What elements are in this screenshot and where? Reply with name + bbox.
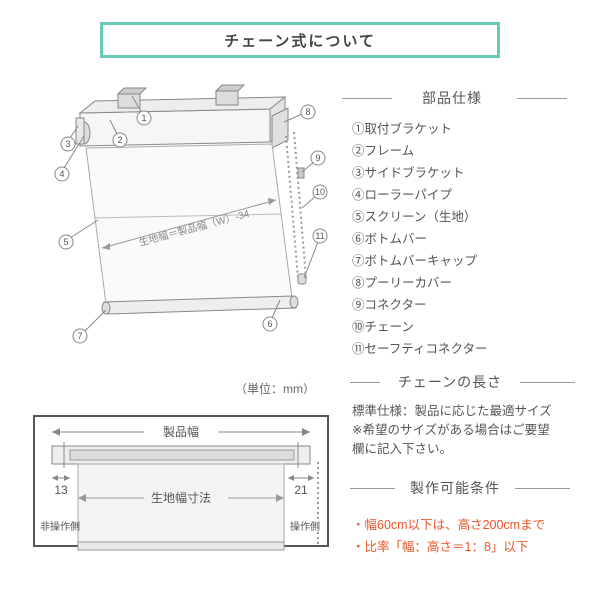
section-title-parts: 部品仕様: [392, 88, 512, 108]
unit-label: （単位：mm）: [235, 380, 315, 397]
conditions-list: ・幅60cm以下は、高さ200cmまで ・比率「幅：高さ＝1：8」以下: [352, 514, 545, 558]
condition-item: ・幅60cm以下は、高さ200cmまで: [352, 514, 545, 536]
chain-length-text: 標準仕様：製品に応じた最適サイズ※希望のサイズがある場合はご要望欄に記入下さい。: [352, 402, 552, 459]
svg-text:6: 6: [267, 319, 272, 329]
parts-list: ①取付ブラケット ②フレーム ③サイドブラケット ④ローラーパイプ ⑤スクリーン…: [352, 118, 488, 360]
list-item: ⑪セーフティコネクター: [352, 338, 488, 360]
main-diagram: 生地幅＝製品幅（W）-34 1 2 3 4 5 6 7 8 9 10 11: [40, 78, 330, 358]
left-side-label: 非操作側: [40, 520, 80, 533]
list-item: ②フレーム: [352, 140, 488, 162]
list-item: ⑤スクリーン（生地）: [352, 206, 488, 228]
svg-text:11: 11: [315, 231, 324, 241]
svg-text:9: 9: [315, 153, 320, 163]
svg-text:2: 2: [117, 135, 122, 145]
list-item: ⑩チェーン: [352, 316, 488, 338]
svg-text:1: 1: [141, 113, 146, 123]
section-title-conditions: 製作可能条件: [395, 478, 515, 498]
svg-text:4: 4: [59, 169, 64, 179]
list-item: ⑥ボトムバー: [352, 228, 488, 250]
svg-text:3: 3: [65, 139, 70, 149]
left-dim: 13: [54, 483, 68, 497]
list-item: ④ローラーパイプ: [352, 184, 488, 206]
right-side-label: 操作側: [290, 520, 320, 533]
fabric-width-dim-label: 生地幅寸法: [151, 490, 211, 505]
list-item: ①取付ブラケット: [352, 118, 488, 140]
page-title: チェーン式について: [100, 22, 500, 58]
svg-text:7: 7: [77, 331, 82, 341]
right-dim: 21: [294, 483, 308, 497]
list-item: ⑨コネクター: [352, 294, 488, 316]
list-item: ⑦ボトムバーキャップ: [352, 250, 488, 272]
list-item: ⑧プーリーカバー: [352, 272, 488, 294]
svg-text:10: 10: [315, 187, 325, 197]
product-width-label: 製品幅: [163, 424, 199, 439]
condition-item: ・比率「幅：高さ＝1：8」以下: [352, 536, 545, 558]
svg-text:8: 8: [305, 107, 310, 117]
bottom-diagram: 製品幅 13 21 生地幅寸法 非操作側 操作側: [30, 398, 332, 573]
svg-text:5: 5: [63, 237, 68, 247]
section-title-chain-length: チェーンの長さ: [380, 372, 520, 392]
list-item: ③サイドブラケット: [352, 162, 488, 184]
